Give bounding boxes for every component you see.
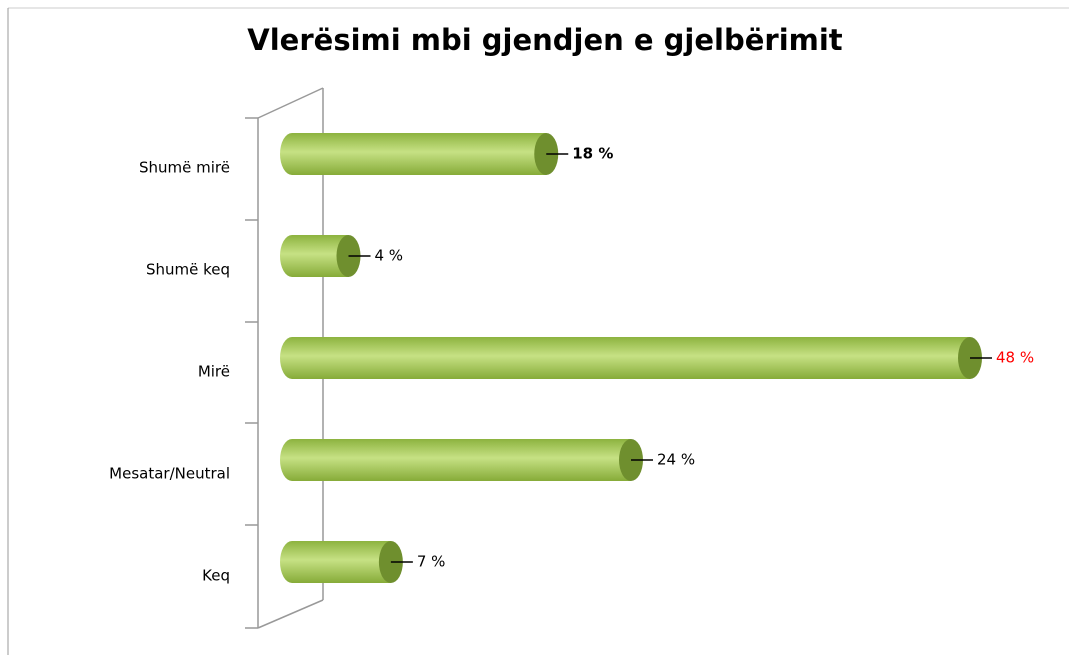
category-label: Mesatar/Neutral [109, 465, 230, 483]
category-label: Shumë mirë [139, 159, 230, 177]
value-label: 18 % [572, 145, 613, 163]
bar [280, 133, 547, 175]
value-label: 24 % [657, 451, 695, 469]
category-label: Mirë [198, 363, 230, 381]
category-label: Shumë keq [146, 261, 230, 279]
bar [280, 337, 970, 379]
bar [280, 439, 631, 481]
bar [280, 541, 391, 583]
chart-title: Vlerësimi mbi gjendjen e gjelbërimit [247, 23, 843, 57]
bar [280, 235, 349, 277]
value-label: 7 % [417, 553, 446, 571]
value-label: 48 % [996, 349, 1034, 367]
category-label: Keq [202, 567, 230, 585]
value-label: 4 % [375, 247, 404, 265]
